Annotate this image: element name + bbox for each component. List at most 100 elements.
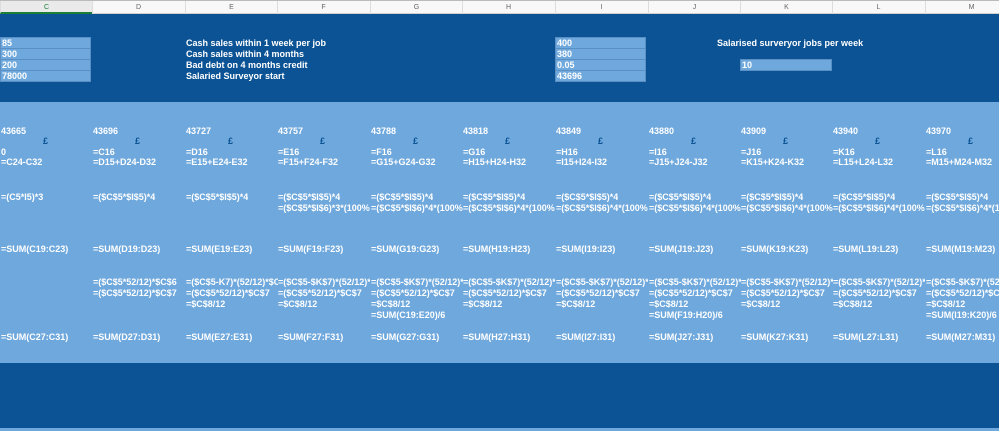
cell-sum2[interactable]: =SUM(E27:E31): [186, 332, 253, 342]
cell-sum1[interactable]: =SUM(E19:E23): [186, 244, 253, 254]
cell-sum2[interactable]: =SUM(M27:M31): [926, 332, 996, 342]
cell-c2[interactable]: =($C$5*52/12)*$C$7: [649, 288, 733, 298]
cell-c4[interactable]: =SUM(I19:K20)/6: [926, 310, 997, 320]
cell-c2[interactable]: =($C$5*52/12)*$C$7: [463, 288, 547, 298]
cell-r1[interactable]: =H16: [556, 147, 578, 157]
cell-date[interactable]: 43818: [463, 126, 489, 136]
cell-r1[interactable]: =L16: [926, 147, 947, 157]
cell-s2[interactable]: =($C$5*$I$6)*4*(100%-: [741, 203, 833, 213]
cell-s1[interactable]: =($C$5*$I$5)*4: [278, 192, 341, 202]
column-header-g[interactable]: G: [370, 1, 462, 14]
cell-sum1[interactable]: =SUM(L19:L23): [833, 244, 899, 254]
cell-sum2[interactable]: =SUM(D27:D31): [93, 332, 161, 342]
cell-c4[interactable]: =SUM(C19:E20)/6: [371, 310, 446, 320]
cell-date[interactable]: 43849: [556, 126, 582, 136]
cell-r1[interactable]: =D16: [186, 147, 208, 157]
column-header-l[interactable]: L: [832, 1, 924, 14]
cell-r2[interactable]: =H15+H24-H32: [463, 157, 527, 167]
cell-date[interactable]: 43970: [926, 126, 952, 136]
salaried-jobs-input[interactable]: 10: [740, 59, 832, 71]
cell-s2[interactable]: =($C$5*$I$6)*4*(100%-: [926, 203, 999, 213]
cell-r1[interactable]: =F16: [371, 147, 392, 157]
column-header-k[interactable]: K: [740, 1, 832, 14]
cell-r2[interactable]: =L15+L24-L32: [833, 157, 894, 167]
cell-s1[interactable]: =($C$5*$I$5)*4: [186, 192, 249, 202]
input-cell-c[interactable]: 78000: [0, 70, 91, 82]
cell-sum2[interactable]: =SUM(H27:H31): [463, 332, 531, 342]
cell-sum2[interactable]: =SUM(J27:J31): [649, 332, 714, 342]
cell-date[interactable]: 43880: [649, 126, 675, 136]
cell-s1[interactable]: =($C$5*$I$5)*4: [371, 192, 434, 202]
cell-sum1[interactable]: =SUM(I19:I23): [556, 244, 616, 254]
cell-r1[interactable]: =J16: [741, 147, 762, 157]
cell-c1[interactable]: =($C$5-$K$7)*(52/12)*$: [741, 277, 833, 287]
cell-s1[interactable]: =(C5*I5)*3: [1, 192, 44, 202]
cell-sum1[interactable]: =SUM(H19:H23): [463, 244, 531, 254]
cell-r1[interactable]: 0: [1, 147, 7, 157]
cell-c1[interactable]: =($C$5-$K$7)*(52/12)*$: [371, 277, 463, 287]
cell-c2[interactable]: =($C$5*52/12)*$C$7: [186, 288, 270, 298]
cell-date[interactable]: 43696: [93, 126, 119, 136]
cell-c3[interactable]: =$C$8/12: [371, 299, 411, 309]
cell-c2[interactable]: =($C$5*52/12)*$C$7: [93, 288, 177, 298]
cell-sum1[interactable]: =SUM(M19:M23): [926, 244, 996, 254]
cell-s2[interactable]: =($C$5*$I$6)*4*(100%-: [833, 203, 925, 213]
cell-sum1[interactable]: =SUM(F19:F23): [278, 244, 344, 254]
cell-s2[interactable]: =($C$5*$I$6)*4*(100%-: [649, 203, 741, 213]
cell-r2[interactable]: =F15+F24-F32: [278, 157, 339, 167]
cell-sum2[interactable]: =SUM(K27:K31): [741, 332, 809, 342]
cell-c3[interactable]: =$C$8/12: [649, 299, 689, 309]
cell-r1[interactable]: =G16: [463, 147, 486, 157]
cell-date[interactable]: 43788: [371, 126, 397, 136]
cell-s1[interactable]: =($C$5*$I$5)*4: [833, 192, 896, 202]
cell-s1[interactable]: =($C$5*$I$5)*4: [93, 192, 156, 202]
column-header-f[interactable]: F: [277, 1, 369, 14]
cell-s1[interactable]: =($C$5*$I$5)*4: [463, 192, 526, 202]
cell-c3[interactable]: =$C$8/12: [278, 299, 318, 309]
cell-c1[interactable]: =($C$5-$K$7)*(52/12)*$: [556, 277, 648, 287]
cell-c1[interactable]: =($C$5-K7)*(52/12)*$C$: [186, 277, 278, 287]
cell-r2[interactable]: =M15+M24-M32: [926, 157, 993, 167]
cell-c2[interactable]: =($C$5*52/12)*$C$7: [741, 288, 825, 298]
cell-r2[interactable]: =C24-C32: [1, 157, 43, 167]
cell-sum2[interactable]: =SUM(F27:F31): [278, 332, 344, 342]
cell-date[interactable]: 43909: [741, 126, 767, 136]
cell-c2[interactable]: =($C$5*52/12)*$C$7: [371, 288, 455, 298]
cell-r1[interactable]: =K16: [833, 147, 855, 157]
cell-c3[interactable]: =$C$8/12: [556, 299, 596, 309]
column-header-i[interactable]: I: [555, 1, 647, 14]
cell-r2[interactable]: =D15+D24-D32: [93, 157, 157, 167]
cell-r1[interactable]: =E16: [278, 147, 300, 157]
cell-s1[interactable]: =($C$5*$I$5)*4: [741, 192, 804, 202]
cell-s2[interactable]: =($C$5*$I$6)*4*(100%-: [371, 203, 463, 213]
cell-c2[interactable]: =($C$5*52/12)*$C$7: [556, 288, 640, 298]
cell-sum1[interactable]: =SUM(C19:C23): [1, 244, 69, 254]
cell-c1[interactable]: =($C$5-$K$7)*(52/12)*$: [833, 277, 925, 287]
cell-c2[interactable]: =($C$5*52/12)*$C$7: [833, 288, 917, 298]
cell-date[interactable]: 43757: [278, 126, 304, 136]
cell-sum2[interactable]: =SUM(G27:G31): [371, 332, 440, 342]
cell-sum1[interactable]: =SUM(J19:J23): [649, 244, 714, 254]
cell-c3[interactable]: =$C$8/12: [186, 299, 226, 309]
cell-r2[interactable]: =J15+J24-J32: [649, 157, 708, 167]
cell-r2[interactable]: =I15+I24-I32: [556, 157, 608, 167]
cell-s1[interactable]: =($C$5*$I$5)*4: [926, 192, 989, 202]
cell-c1[interactable]: =($C$5-$K$7)*(52/12)*$: [926, 277, 999, 287]
cell-c3[interactable]: =$C$8/12: [463, 299, 503, 309]
cell-r1[interactable]: =C16: [93, 147, 115, 157]
cell-date[interactable]: 43665: [1, 126, 27, 136]
cell-r2[interactable]: =K15+K24-K32: [741, 157, 805, 167]
cell-s2[interactable]: =($C$5*$I$6)*3*(100%-: [278, 203, 370, 213]
cell-c1[interactable]: =($C$5-$K$7)*(52/12)*$: [278, 277, 370, 287]
cell-s1[interactable]: =($C$5*$I$5)*4: [649, 192, 712, 202]
cell-sum1[interactable]: =SUM(G19:G23): [371, 244, 440, 254]
cell-c3[interactable]: =$C$8/12: [741, 299, 781, 309]
cell-sum2[interactable]: =SUM(C27:C31): [1, 332, 69, 342]
column-header-j[interactable]: J: [648, 1, 740, 14]
cell-c4[interactable]: =SUM(F19:H20)/6: [649, 310, 723, 320]
cell-c3[interactable]: =$C$8/12: [833, 299, 873, 309]
cell-sum2[interactable]: =SUM(L27:L31): [833, 332, 899, 342]
cell-c1[interactable]: =($C$5-$K$7)*(52/12)*$: [649, 277, 741, 287]
column-header-m[interactable]: M: [925, 1, 999, 14]
cell-s1[interactable]: =($C$5*$I$5)*4: [556, 192, 619, 202]
